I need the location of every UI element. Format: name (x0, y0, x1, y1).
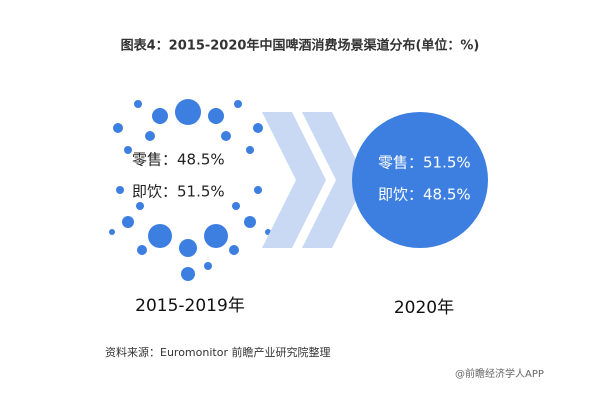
period-label: 2015-2019年 (135, 296, 245, 316)
dot (148, 224, 172, 248)
label-line: 即饮：51.5% (132, 183, 225, 201)
dot (181, 267, 195, 281)
dot (179, 239, 197, 257)
dot (134, 100, 142, 108)
dot-ring (109, 99, 271, 281)
credit: @前瞻经济学人APP (455, 367, 544, 380)
big-circle (352, 112, 488, 248)
chevron (262, 112, 326, 248)
dot (253, 123, 263, 133)
dot (109, 229, 115, 235)
dot (221, 131, 231, 141)
dot (175, 99, 201, 125)
label-line: 零售：48.5% (132, 151, 225, 169)
dot (145, 131, 155, 141)
label-line: 即饮：48.5% (378, 186, 471, 204)
title: 图表4：2015-2020年中国啤酒消费场景渠道分布(单位：%) (121, 38, 480, 54)
dot (116, 186, 124, 194)
dot (208, 108, 224, 124)
dot (204, 224, 228, 248)
dot (113, 123, 123, 133)
dot (204, 262, 212, 270)
dot (229, 245, 239, 255)
source: 资料来源：Euromonitor 前瞻产业研究院整理 (105, 345, 330, 359)
dot (136, 202, 144, 210)
period-label: 2020年 (394, 298, 454, 318)
dot (122, 216, 134, 228)
dot (232, 202, 240, 210)
dot (137, 245, 147, 255)
dot (124, 146, 132, 154)
dot (254, 186, 262, 194)
label-line: 零售：51.5% (378, 154, 471, 172)
dot (152, 108, 168, 124)
dot (234, 100, 242, 108)
dot (244, 216, 256, 228)
dot (246, 146, 254, 154)
